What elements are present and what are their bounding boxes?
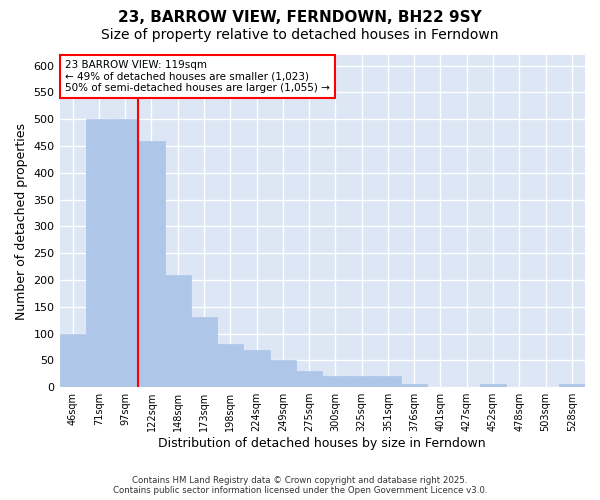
Text: 23 BARROW VIEW: 119sqm
← 49% of detached houses are smaller (1,023)
50% of semi-: 23 BARROW VIEW: 119sqm ← 49% of detached… [65, 60, 329, 93]
Bar [270, 360, 296, 387]
Bar [322, 376, 349, 387]
Bar [191, 318, 217, 387]
Bar [296, 371, 322, 387]
Bar [480, 384, 506, 387]
Bar [164, 274, 191, 387]
Bar [375, 376, 401, 387]
Bar [349, 376, 375, 387]
X-axis label: Distribution of detached houses by size in Ferndown: Distribution of detached houses by size … [158, 437, 486, 450]
Text: Size of property relative to detached houses in Ferndown: Size of property relative to detached ho… [101, 28, 499, 42]
Bar [559, 384, 585, 387]
Text: Contains HM Land Registry data © Crown copyright and database right 2025.
Contai: Contains HM Land Registry data © Crown c… [113, 476, 487, 495]
Bar [401, 384, 427, 387]
Text: 23, BARROW VIEW, FERNDOWN, BH22 9SY: 23, BARROW VIEW, FERNDOWN, BH22 9SY [118, 10, 482, 25]
Bar [244, 350, 270, 387]
Bar [139, 140, 164, 387]
Y-axis label: Number of detached properties: Number of detached properties [15, 122, 28, 320]
Bar [86, 120, 112, 387]
Bar [59, 334, 86, 387]
Bar [217, 344, 244, 387]
Bar [112, 120, 139, 387]
